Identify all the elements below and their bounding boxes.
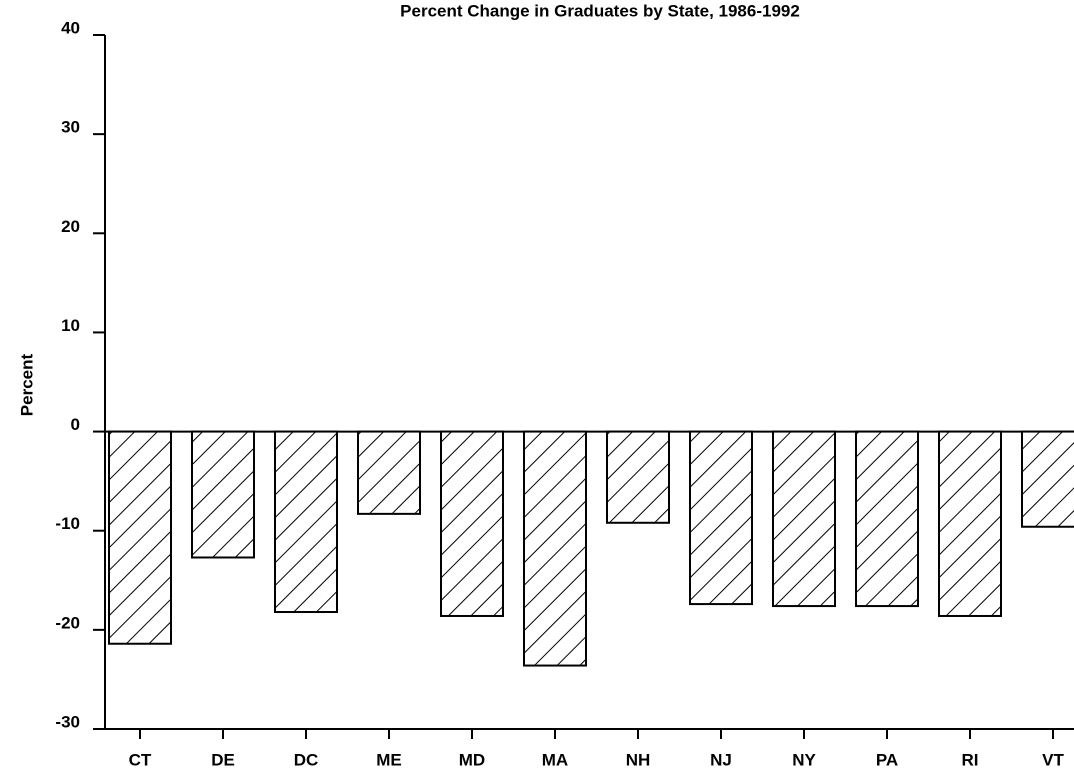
- y-tick-label: 40: [61, 18, 80, 37]
- bar: [772, 430, 836, 608]
- x-tick-label: MA: [542, 750, 568, 769]
- x-tick-label: DE: [211, 750, 235, 769]
- chart-title: Percent Change in Graduates by State, 19…: [400, 1, 800, 20]
- bar: [191, 430, 255, 559]
- x-tick-label: NH: [626, 750, 651, 769]
- x-tick-label: VT: [1042, 750, 1064, 769]
- bar: [606, 430, 670, 524]
- x-tick-label: DC: [294, 750, 319, 769]
- y-axis-label: Percent: [17, 353, 36, 416]
- y-tick-label: -30: [55, 712, 80, 731]
- x-tick-label: NY: [792, 750, 816, 769]
- bar: [855, 430, 919, 608]
- y-tick-label: 30: [61, 118, 80, 137]
- bar: [357, 430, 421, 515]
- bar: [1021, 430, 1074, 528]
- y-tick-label: 0: [71, 415, 80, 434]
- x-tick-label: ME: [376, 750, 402, 769]
- bar: [274, 430, 338, 614]
- x-tick-label: RI: [962, 750, 979, 769]
- bar: [938, 430, 1002, 617]
- bar: [108, 430, 172, 645]
- y-tick-label: 20: [61, 217, 80, 236]
- x-tick-label: PA: [876, 750, 898, 769]
- x-tick-label: NJ: [710, 750, 732, 769]
- x-tick-label: CT: [129, 750, 152, 769]
- y-tick-label: -20: [55, 613, 80, 632]
- bar: [523, 430, 587, 667]
- y-tick-label: 10: [61, 316, 80, 335]
- bar: [440, 430, 504, 617]
- y-tick-label: -10: [55, 514, 80, 533]
- x-tick-label: MD: [459, 750, 485, 769]
- bar: [689, 430, 753, 606]
